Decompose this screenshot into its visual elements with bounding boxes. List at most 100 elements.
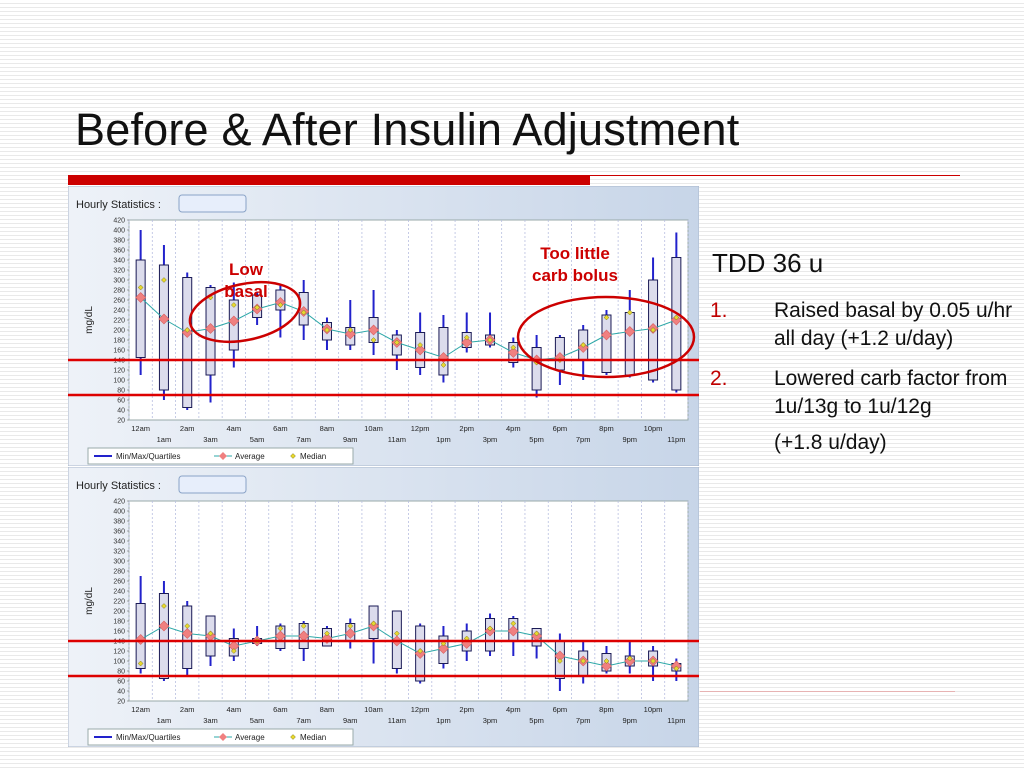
x-tick-label: 5am — [250, 716, 265, 725]
y-tick-label: 280 — [113, 288, 125, 295]
chart-after-svg: Hourly Statistics :204060801001201401601… — [68, 467, 699, 747]
y-tick-label: 120 — [113, 649, 125, 656]
y-tick-label: 160 — [113, 629, 125, 636]
y-tick-label: 380 — [113, 519, 125, 526]
x-tick-label: 11pm — [667, 435, 685, 444]
chart-header-dropdown — [178, 194, 247, 213]
y-tick-label: 40 — [117, 689, 125, 696]
quartile-box — [531, 347, 542, 391]
y-tick-label: 340 — [113, 539, 125, 546]
x-tick-label: 10pm — [644, 705, 663, 714]
average-marker — [181, 628, 193, 639]
y-tick-label: 400 — [113, 228, 125, 235]
y-tick-label: 360 — [113, 248, 125, 255]
x-tick-label: 8pm — [599, 705, 614, 714]
x-tick-label: 1am — [157, 716, 172, 725]
y-tick-label: 240 — [113, 308, 125, 315]
x-tick-label: 6am — [273, 424, 288, 433]
x-tick-label: 9am — [343, 435, 358, 444]
y-tick-label: 320 — [113, 268, 125, 275]
x-tick-label: 8am — [320, 424, 335, 433]
median-marker — [510, 344, 517, 351]
median-marker — [370, 337, 377, 343]
median-marker — [207, 630, 214, 637]
x-tick-label: 11am — [388, 435, 406, 444]
median-marker — [230, 648, 237, 654]
title-underline-thin — [590, 175, 960, 176]
median-marker — [300, 309, 307, 316]
list-text: Raised basal by 0.05 u/hr all day (+1.2 … — [774, 299, 1013, 350]
median-marker — [487, 337, 493, 343]
list-item: 2. Lowered carb factor from 1u/13g to 1u… — [710, 365, 1015, 457]
x-tick-label: 2am — [180, 705, 195, 714]
median-marker — [184, 623, 191, 629]
y-tick-label: 60 — [117, 398, 125, 405]
tdd-label: TDD 36 u — [712, 248, 824, 278]
x-tick-label: 9pm — [622, 435, 637, 444]
list-subtext: (+1.8 u/day) — [774, 431, 887, 454]
x-tick-label: 1pm — [436, 435, 451, 444]
median-marker — [161, 603, 167, 609]
hourly-statistics-chart-before: Hourly Statistics :204060801001201401601… — [68, 186, 699, 466]
legend-label: Median — [300, 452, 326, 461]
quartile-box — [158, 593, 169, 679]
list-number: 2. — [710, 367, 728, 390]
median-marker — [650, 658, 656, 664]
y-tick-label: 340 — [113, 258, 125, 265]
x-tick-label: 4pm — [506, 424, 521, 433]
x-tick-label: 7am — [296, 435, 311, 444]
average-marker — [135, 292, 147, 303]
median-marker — [394, 339, 400, 346]
median-marker — [510, 620, 517, 627]
x-tick-label: 3am — [203, 435, 218, 444]
x-tick-label: 4am — [227, 424, 242, 433]
median-marker — [300, 623, 307, 629]
median-marker — [417, 342, 423, 348]
x-tick-label: 2pm — [459, 705, 474, 714]
median-marker — [394, 630, 400, 637]
x-tick-label: 9am — [343, 716, 358, 725]
y-tick-label: 100 — [113, 659, 125, 666]
x-tick-label: 1am — [157, 435, 172, 444]
y-tick-label: 200 — [113, 609, 125, 616]
y-axis-label: mg/dL — [84, 587, 95, 615]
x-tick-label: 12pm — [411, 705, 430, 714]
summary-text: TDD 36 u 1. Raised basal by 0.05 u/hr al… — [710, 248, 1015, 469]
median-marker — [626, 655, 633, 662]
x-tick-label: 6am — [273, 705, 288, 714]
footer-rule — [700, 691, 955, 692]
x-tick-label: 5pm — [529, 435, 544, 444]
title-underline-thick — [68, 175, 590, 185]
y-tick-label: 360 — [113, 529, 125, 536]
legend-label: Min/Max/Quartiles — [116, 452, 180, 461]
average-marker — [158, 313, 170, 325]
y-tick-label: 40 — [117, 408, 125, 415]
median-marker — [347, 327, 354, 333]
quartile-box — [601, 314, 612, 373]
x-tick-label: 3am — [203, 716, 218, 725]
legend-label: Min/Max/Quartiles — [116, 733, 180, 742]
median-marker — [463, 334, 470, 341]
median-marker — [557, 658, 563, 664]
x-tick-label: 9pm — [622, 716, 637, 725]
chart-header-dropdown — [178, 475, 247, 494]
y-tick-label: 260 — [113, 298, 125, 305]
quartile-box — [135, 259, 146, 358]
y-tick-label: 180 — [113, 338, 125, 345]
y-tick-label: 420 — [113, 218, 125, 225]
median-marker — [277, 625, 284, 632]
legend-median-marker — [290, 734, 296, 740]
average-marker — [601, 660, 612, 672]
x-tick-label: 5pm — [529, 716, 544, 725]
median-marker — [161, 277, 167, 283]
y-tick-label: 180 — [113, 619, 125, 626]
y-tick-label: 300 — [113, 559, 125, 566]
y-tick-label: 320 — [113, 549, 125, 556]
y-tick-label: 200 — [113, 328, 125, 335]
quartile-box — [158, 264, 169, 391]
x-tick-label: 12pm — [411, 424, 430, 433]
y-tick-label: 260 — [113, 579, 125, 586]
x-tick-label: 11am — [388, 716, 406, 725]
x-tick-label: 11pm — [667, 716, 685, 725]
median-marker — [370, 620, 377, 627]
